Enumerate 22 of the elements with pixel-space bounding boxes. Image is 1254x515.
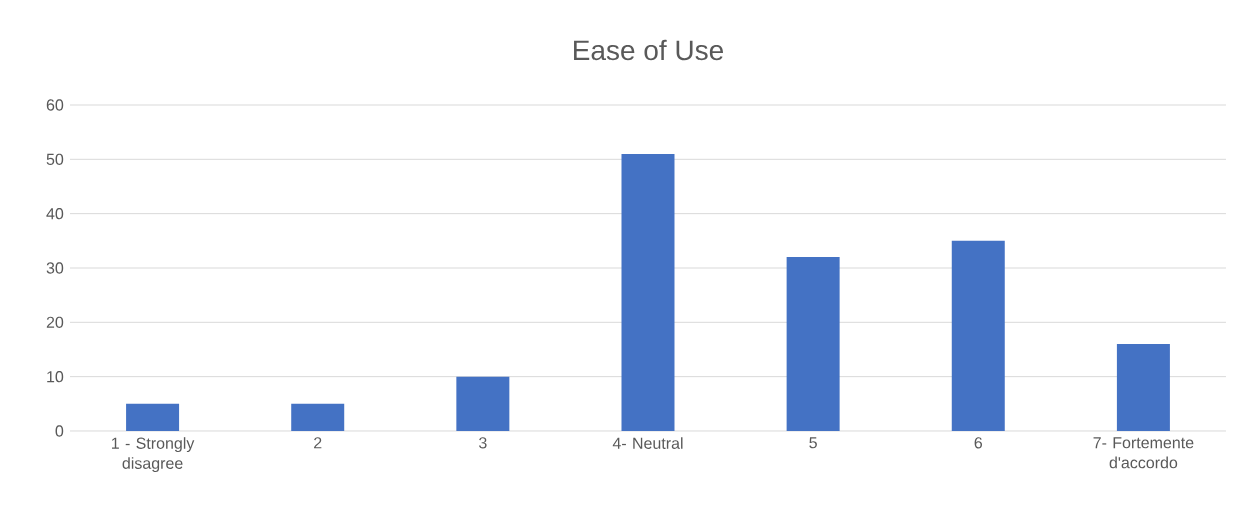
bar <box>1116 344 1170 431</box>
y-tick-label: 20 <box>46 316 64 328</box>
x-tick-label: 2 <box>314 437 322 449</box>
y-tick-label: 40 <box>46 207 64 220</box>
bar <box>291 403 345 431</box>
x-tick-label: 1 - Strongly disagree <box>112 437 195 473</box>
bar <box>951 240 1005 431</box>
y-tick-label: 30 <box>46 262 64 274</box>
x-tick-label: 5 <box>809 437 817 449</box>
bar <box>786 257 840 431</box>
bar <box>621 153 675 431</box>
chart-title: Ease of Use <box>574 39 723 61</box>
x-tick-label: 7- Fortemente d'accordo <box>1093 437 1194 469</box>
x-tick-label: 4- Neutral <box>612 437 683 449</box>
y-tick-label: 60 <box>46 99 64 111</box>
x-tick-label: 3 <box>479 437 487 449</box>
y-tick-label: 50 <box>46 153 64 165</box>
y-tick-label: 10 <box>47 370 64 383</box>
bar <box>456 376 510 431</box>
bar <box>126 403 180 431</box>
y-tick-label: 0 <box>55 425 64 437</box>
x-tick-label: 6 <box>974 437 983 449</box>
